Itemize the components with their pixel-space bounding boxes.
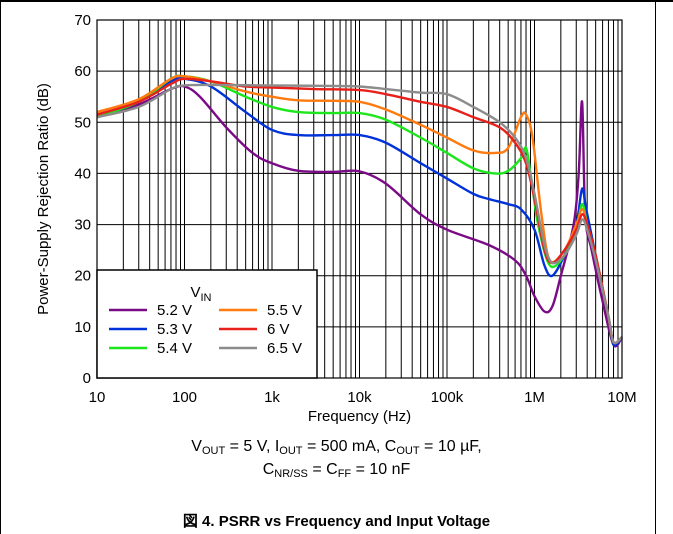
x-axis-title: Frequency (Hz)	[308, 408, 411, 425]
y-tick-label: 70	[74, 12, 91, 29]
caption-text-run: = 500 mA, C	[302, 438, 397, 455]
x-tick-label: 10k	[347, 389, 372, 406]
series-line-6-V	[96, 77, 623, 345]
series-line-5-3-V	[96, 77, 623, 347]
caption-text-run: = C	[307, 461, 338, 478]
y-tick-label: 50	[74, 114, 91, 131]
frame-left-border	[0, 0, 1, 534]
legend-label: 6 V	[267, 321, 290, 338]
legend-label: 6.5 V	[267, 340, 302, 357]
caption-conditions-line-2: CNR/SS = CFF = 10 nF	[0, 460, 673, 480]
caption-text-run: = 5 V, I	[225, 438, 280, 455]
y-tick-label: 0	[83, 370, 91, 387]
caption-subscript: OUT	[279, 445, 303, 457]
series-line-5-2-V	[96, 84, 623, 348]
caption-subscript: OUT	[201, 445, 226, 457]
x-tick-label: 100k	[431, 389, 464, 406]
caption-text-run: V	[191, 438, 202, 455]
legend-label: 5.3 V	[157, 321, 192, 338]
frame-right-border	[655, 0, 656, 534]
figure-title: 図 4. PSRR vs Frequency and Input Voltage	[182, 513, 491, 530]
y-tick-label: 10	[74, 319, 91, 336]
x-tick-label: 100	[172, 389, 197, 406]
legend-box	[96, 269, 318, 379]
plot-border	[96, 19, 623, 379]
caption-text-run: C	[262, 461, 275, 478]
y-tick-label: 30	[74, 217, 91, 234]
caption-subscript: OUT	[396, 445, 420, 457]
y-tick-label: 20	[74, 268, 91, 285]
caption-subscript: NR/SS	[274, 468, 308, 480]
caption-text-run: = 10 nF	[351, 461, 411, 478]
psrr-chart: 0 10 20 30 40 50 60 70 10 100 1k 10k 100k 1M 10M Freque…	[35, 12, 637, 425]
x-tick-label: 10M	[607, 389, 636, 406]
caption-text-run: = 10 µF,	[419, 438, 482, 455]
series-line-5-5-V	[96, 74, 623, 345]
series-line-6-5-V	[96, 83, 623, 345]
x-tick-label: 1k	[264, 389, 280, 406]
series-line-5-4-V	[96, 74, 623, 345]
y-tick-label: 40	[74, 165, 91, 182]
legend-label: 5.2 V	[157, 302, 192, 319]
x-tick-label: 1M	[524, 389, 545, 406]
y-axis-title: Power-Supply Rejection Ratio (dB)	[35, 83, 52, 315]
x-tick-label: 10	[89, 389, 106, 406]
y-tick-label: 60	[74, 63, 91, 80]
legend-label: 5.4 V	[157, 340, 192, 357]
caption-subscript: FF	[337, 468, 352, 480]
caption-conditions-line-1: VOUT = 5 V, IOUT = 500 mA, COUT = 10 µF,	[0, 437, 673, 457]
legend-label: 5.5 V	[267, 302, 302, 319]
frame-top-border	[0, 0, 673, 2]
